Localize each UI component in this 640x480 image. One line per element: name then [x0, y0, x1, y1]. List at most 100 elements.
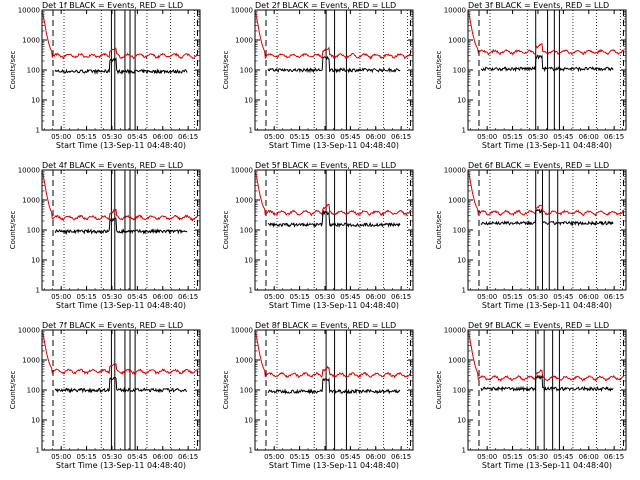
y-tick-label: 10: [244, 257, 253, 265]
y-tick-label: 10: [31, 257, 40, 265]
x-axis-label: Start Time (13-Sep-11 04:48:40): [56, 301, 186, 310]
events-series-line: [267, 377, 401, 395]
y-axis-label: Counts/sec: [222, 51, 230, 90]
x-tick-label: 06:00: [366, 453, 386, 461]
plot-frame: [467, 169, 627, 291]
x-tick-label: 05:45: [553, 293, 573, 301]
y-tick-label: 1000: [22, 197, 40, 205]
y-tick-label: 1000: [22, 357, 40, 365]
y-tick-label: 1: [462, 127, 466, 135]
x-tick-label: 05:00: [264, 293, 284, 301]
x-tick-label: 05:00: [51, 133, 71, 141]
y-tick-label: 10: [31, 97, 40, 105]
panel-title: Det 5f BLACK = Events, RED = LLD: [255, 161, 396, 170]
lld-series-line: [468, 332, 625, 382]
y-tick-label: 1000: [235, 37, 253, 45]
panel-det-8: Det 8f BLACK = Events, RED = LLD 1 10 100 10…: [222, 321, 414, 470]
panel-title: Det 3f BLACK = Events, RED = LLD: [468, 1, 609, 10]
panel-title: Det 2f BLACK = Events, RED = LLD: [255, 1, 396, 10]
panel-det-7: Det 7f BLACK = Events, RED = LLD 1 10 100 10…: [9, 321, 201, 470]
x-tick-label: 06:15: [391, 293, 411, 301]
panel-title: Det 9f BLACK = Events, RED = LLD: [468, 321, 609, 330]
plot-frame: [254, 169, 414, 291]
y-tick-label: 10: [457, 417, 466, 425]
x-tick-label: 06:00: [153, 133, 173, 141]
y-tick-label: 10: [244, 417, 253, 425]
x-tick-label: 06:15: [391, 133, 411, 141]
x-tick-label: 06:00: [366, 293, 386, 301]
panel-det-4: Det 4f BLACK = Events, RED = LLD 1 10 100 10…: [9, 161, 201, 310]
x-tick-label: 05:00: [477, 453, 497, 461]
x-tick-label: 05:45: [553, 453, 573, 461]
x-tick-label: 05:45: [127, 293, 147, 301]
panel-title: Det 6f BLACK = Events, RED = LLD: [468, 161, 609, 170]
y-tick-label: 1: [36, 127, 40, 135]
panel-title: Det 8f BLACK = Events, RED = LLD: [255, 321, 396, 330]
x-tick-label: 05:15: [76, 293, 96, 301]
panel-det-5: Det 5f BLACK = Events, RED = LLD 1 10 100 10…: [222, 161, 414, 310]
y-tick-label: 100: [240, 67, 253, 75]
y-tick-label: 100: [453, 67, 466, 75]
x-tick-label: 05:00: [264, 133, 284, 141]
x-tick-label: 05:30: [528, 293, 548, 301]
y-tick-label: 1: [249, 127, 253, 135]
panel-det-3: Det 3f BLACK = Events, RED = LLD 1 10 100 10…: [435, 1, 627, 150]
x-tick-label: 06:00: [366, 133, 386, 141]
lld-series-line: [42, 12, 199, 60]
x-tick-label: 05:45: [340, 453, 360, 461]
x-tick-label: 05:45: [127, 133, 147, 141]
x-tick-label: 06:00: [579, 293, 599, 301]
events-series-line: [54, 217, 188, 236]
y-tick-label: 100: [27, 67, 40, 75]
y-tick-label: 10000: [18, 167, 40, 175]
x-tick-label: 06:15: [178, 453, 198, 461]
y-axis-label: Counts/sec: [435, 51, 443, 90]
events-series-line: [480, 208, 614, 227]
x-tick-label: 05:30: [102, 133, 122, 141]
y-tick-label: 1: [249, 447, 253, 455]
y-tick-label: 1000: [235, 197, 253, 205]
y-axis-label: Counts/sec: [9, 371, 17, 410]
y-tick-label: 10000: [231, 7, 253, 15]
x-axis-label: Start Time (13-Sep-11 04:48:40): [269, 461, 399, 470]
y-axis-label: Counts/sec: [9, 211, 17, 250]
y-tick-label: 1000: [22, 37, 40, 45]
y-axis-label: Counts/sec: [222, 371, 230, 410]
x-axis-label: Start Time (13-Sep-11 04:48:40): [56, 141, 186, 150]
lld-series-line: [468, 172, 625, 217]
x-tick-label: 06:00: [579, 133, 599, 141]
x-axis-label: Start Time (13-Sep-11 04:48:40): [482, 461, 612, 470]
x-tick-label: 06:15: [604, 133, 624, 141]
y-axis-label: Counts/sec: [222, 211, 230, 250]
x-tick-label: 06:15: [391, 453, 411, 461]
y-tick-label: 1: [462, 447, 466, 455]
x-tick-label: 05:15: [289, 133, 309, 141]
y-tick-label: 10: [244, 97, 253, 105]
events-series-line: [54, 57, 188, 75]
y-axis-label: Counts/sec: [9, 51, 17, 90]
x-tick-label: 05:00: [264, 453, 284, 461]
x-tick-label: 06:00: [153, 293, 173, 301]
x-tick-label: 06:00: [153, 453, 173, 461]
y-tick-label: 100: [240, 227, 253, 235]
x-tick-label: 05:15: [289, 293, 309, 301]
x-axis-label: Start Time (13-Sep-11 04:48:40): [56, 461, 186, 470]
x-tick-label: 06:15: [178, 293, 198, 301]
y-tick-label: 10000: [444, 167, 466, 175]
x-tick-label: 06:15: [604, 293, 624, 301]
x-tick-label: 06:15: [604, 453, 624, 461]
lld-series-line: [255, 172, 411, 217]
lld-series-line: [42, 172, 198, 222]
y-tick-label: 100: [27, 227, 40, 235]
x-tick-label: 05:30: [102, 293, 122, 301]
lld-series-line: [255, 332, 411, 379]
x-tick-label: 05:15: [76, 453, 96, 461]
x-tick-label: 05:30: [528, 133, 548, 141]
y-tick-label: 10: [457, 97, 466, 105]
x-axis-label: Start Time (13-Sep-11 04:48:40): [269, 141, 399, 150]
x-tick-label: 05:45: [340, 293, 360, 301]
x-tick-label: 05:45: [340, 133, 360, 141]
y-tick-label: 1000: [448, 197, 466, 205]
panel-det-9: Det 9f BLACK = Events, RED = LLD 1 10 100 10…: [435, 321, 627, 470]
